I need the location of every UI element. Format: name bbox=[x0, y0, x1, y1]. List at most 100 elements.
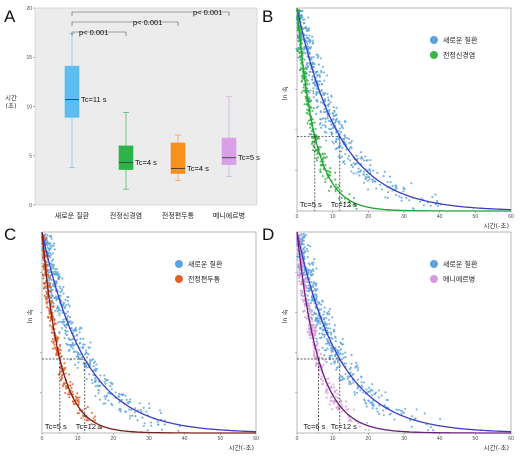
data-point bbox=[314, 313, 317, 316]
data-point bbox=[85, 349, 88, 352]
data-point bbox=[315, 91, 318, 94]
data-point bbox=[326, 347, 329, 350]
tc-label: Tc=5 s bbox=[238, 153, 260, 162]
data-point bbox=[366, 179, 369, 182]
data-point bbox=[403, 187, 406, 191]
data-point bbox=[340, 403, 343, 406]
panel-label-c: C bbox=[4, 225, 16, 244]
data-point bbox=[79, 337, 82, 340]
data-point bbox=[306, 122, 309, 125]
data-point bbox=[78, 342, 81, 345]
data-point bbox=[308, 101, 311, 104]
data-point bbox=[340, 155, 344, 158]
data-point bbox=[323, 157, 327, 160]
data-point bbox=[352, 381, 355, 384]
data-point bbox=[51, 337, 54, 341]
data-point bbox=[50, 253, 53, 256]
data-point bbox=[311, 273, 314, 276]
data-point bbox=[343, 162, 346, 165]
data-point bbox=[340, 348, 343, 351]
data-point bbox=[334, 340, 337, 343]
data-point bbox=[309, 302, 312, 305]
data-point bbox=[323, 306, 326, 309]
data-point bbox=[304, 304, 307, 308]
data-point bbox=[323, 349, 327, 352]
data-point bbox=[348, 368, 351, 371]
data-point bbox=[325, 131, 328, 134]
tc-label: Tc=11 s bbox=[81, 95, 107, 104]
data-point bbox=[350, 354, 353, 357]
data-point bbox=[69, 380, 72, 383]
data-point bbox=[107, 399, 110, 402]
data-point bbox=[328, 173, 331, 176]
data-point bbox=[328, 308, 331, 311]
data-point bbox=[74, 330, 77, 333]
data-point bbox=[312, 269, 315, 273]
data-point bbox=[402, 190, 405, 193]
data-point bbox=[299, 62, 302, 65]
data-point bbox=[311, 326, 314, 329]
data-point bbox=[323, 152, 327, 155]
data-point bbox=[67, 344, 71, 347]
p-value-label: p< 0.001 bbox=[133, 18, 162, 27]
p-value-label: p< 0.001 bbox=[79, 28, 108, 37]
data-point bbox=[367, 176, 371, 179]
data-point bbox=[91, 381, 94, 385]
data-point bbox=[53, 242, 56, 245]
data-point bbox=[399, 409, 402, 412]
data-point bbox=[148, 402, 151, 405]
data-point bbox=[310, 308, 313, 311]
data-point bbox=[46, 300, 49, 303]
data-point bbox=[298, 280, 301, 283]
data-point bbox=[138, 402, 141, 405]
data-point bbox=[365, 173, 368, 176]
data-point bbox=[70, 322, 73, 325]
data-point bbox=[310, 133, 313, 136]
data-point bbox=[69, 343, 72, 347]
bracket-line bbox=[71, 11, 230, 16]
data-point bbox=[333, 330, 336, 333]
data-point bbox=[382, 414, 385, 417]
data-point bbox=[411, 415, 414, 418]
data-point bbox=[365, 402, 368, 405]
data-point bbox=[340, 150, 343, 153]
data-point bbox=[305, 34, 308, 37]
data-point bbox=[336, 147, 339, 150]
data-point bbox=[336, 357, 339, 360]
fit-curve-1 bbox=[296, 231, 511, 433]
data-point bbox=[307, 284, 310, 287]
data-point bbox=[336, 396, 339, 399]
data-point bbox=[68, 316, 71, 319]
data-point bbox=[303, 58, 306, 61]
data-point bbox=[150, 424, 153, 427]
data-point bbox=[311, 35, 314, 38]
data-point bbox=[324, 126, 327, 129]
data-point bbox=[325, 322, 328, 325]
data-point bbox=[334, 190, 337, 193]
data-point bbox=[325, 139, 328, 142]
data-point bbox=[348, 382, 351, 385]
data-point bbox=[49, 286, 53, 289]
data-point bbox=[311, 325, 314, 328]
data-point bbox=[86, 406, 89, 409]
data-point bbox=[106, 379, 109, 382]
data-point bbox=[304, 277, 307, 280]
data-point bbox=[312, 140, 315, 143]
data-point bbox=[118, 408, 121, 411]
data-point bbox=[119, 410, 122, 413]
data-point bbox=[67, 337, 70, 340]
data-point bbox=[50, 288, 53, 291]
box-body bbox=[64, 65, 80, 118]
data-point bbox=[50, 278, 53, 281]
data-point bbox=[436, 199, 439, 202]
data-point bbox=[328, 128, 331, 131]
data-point bbox=[335, 113, 338, 116]
data-point bbox=[313, 354, 316, 357]
data-point bbox=[64, 332, 67, 335]
data-point bbox=[422, 204, 425, 207]
data-point bbox=[330, 333, 333, 336]
data-point bbox=[326, 117, 329, 120]
data-point bbox=[130, 408, 133, 411]
data-point bbox=[55, 268, 58, 271]
data-point bbox=[313, 258, 316, 261]
